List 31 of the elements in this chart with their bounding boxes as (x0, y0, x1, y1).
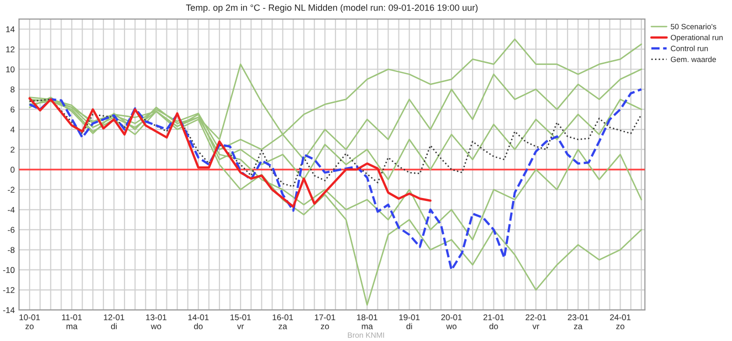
x-tick-label: 11-01 ma (62, 314, 82, 330)
y-tick-label: 2 (10, 146, 14, 153)
x-tick-label: 23-01 za (568, 314, 588, 330)
x-tick-label: 24-01 zo (610, 314, 631, 330)
y-tick-label: -6 (8, 226, 14, 233)
x-tick-label: 20-01 wo (441, 314, 462, 330)
y-tick-label: -10 (3, 267, 15, 273)
x-tick-label: 19-01 di (399, 314, 420, 330)
y-tick-label: 6 (10, 106, 14, 112)
y-tick-label: 14 (6, 26, 15, 32)
x-tick-label: 12-01 di (104, 314, 124, 330)
y-tick-label: -8 (8, 246, 15, 253)
y-tick-label: -2 (8, 186, 14, 193)
y-tick-label: 12 (6, 46, 14, 52)
y-tick-label: 8 (10, 86, 15, 92)
y-tick-label: -12 (3, 287, 14, 293)
y-tick-label: -4 (8, 206, 15, 213)
y-tick-label: -14 (3, 307, 15, 313)
x-tick-label: 18-01 ma (357, 314, 378, 330)
x-tick-label: 22-01 vr (526, 314, 546, 330)
y-tick-label: 10 (6, 66, 15, 72)
x-tick-label: 16-01 za (272, 314, 293, 330)
x-tick-label: 21-01 do (483, 314, 504, 330)
x-tick-label: 17-01 zo (314, 314, 336, 330)
x-tick-label: 13-01 wo (146, 314, 166, 330)
x-tick-label: 14-01 do (188, 314, 209, 330)
y-tick-label: 0 (10, 166, 15, 173)
x-tick-label: 10-01 zo (20, 314, 40, 330)
chart-title: Temp. op 2m in °C - Regio NL Midden (model run: 09-01-2016 19:00 uur) (186, 4, 478, 13)
y-tick-label: 4 (10, 126, 15, 132)
x-tick-label: 15-01 vr (230, 314, 251, 330)
